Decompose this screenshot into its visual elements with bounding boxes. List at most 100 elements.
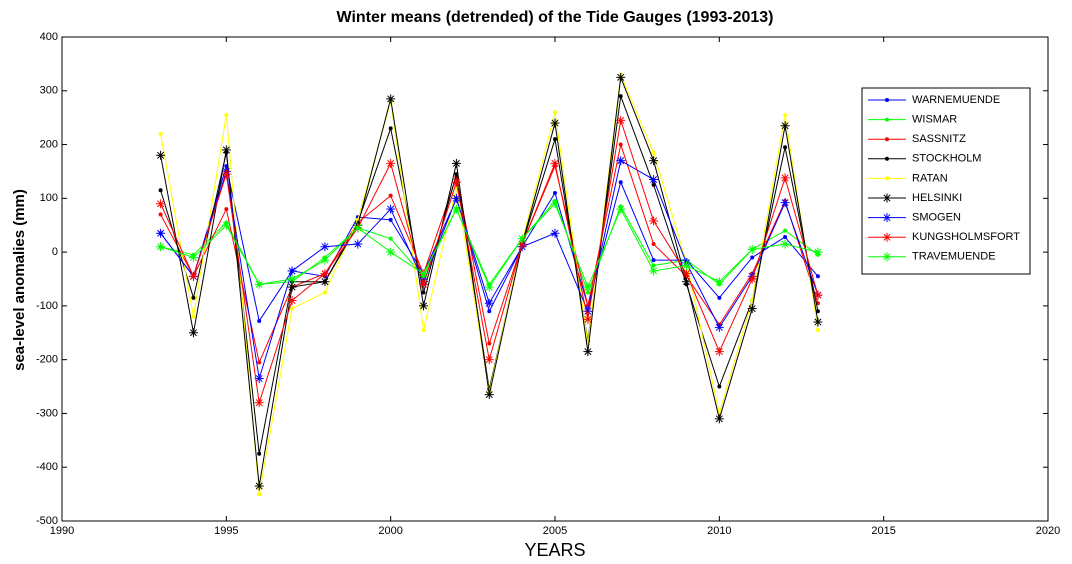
marker (257, 318, 262, 323)
marker (651, 182, 656, 187)
marker (386, 158, 396, 168)
marker (451, 204, 461, 214)
marker (649, 266, 659, 276)
marker (287, 296, 297, 306)
y-tick-label: 200 (40, 138, 58, 150)
marker (290, 306, 295, 311)
marker-stroke (814, 248, 822, 256)
marker (224, 207, 229, 212)
marker (747, 244, 757, 254)
marker (517, 234, 527, 244)
marker (287, 274, 297, 284)
legend-label: KUNGSHOLMSFORT (912, 231, 1020, 243)
marker (583, 314, 593, 324)
marker-stroke (551, 229, 559, 237)
marker-stroke (883, 214, 891, 222)
marker-stroke (420, 270, 428, 278)
marker-stroke (189, 329, 197, 337)
marker-stroke (321, 256, 329, 264)
y-tick-label: 300 (40, 85, 58, 97)
y-tick-label: -400 (36, 461, 58, 473)
marker-stroke (222, 146, 230, 154)
marker-stroke (387, 248, 395, 256)
marker-stroke (650, 217, 658, 225)
marker (386, 94, 396, 104)
marker-stroke (518, 235, 526, 243)
marker (882, 193, 892, 203)
marker-stroke (715, 348, 723, 356)
marker (681, 261, 691, 271)
marker-stroke (650, 176, 658, 184)
marker-stroke (387, 159, 395, 167)
marker (388, 193, 393, 198)
marker-stroke (485, 283, 493, 291)
y-tick-label: -100 (36, 300, 58, 312)
marker (747, 304, 757, 314)
marker-stroke (255, 482, 263, 490)
marker-stroke (617, 157, 625, 165)
marker-stroke (157, 243, 165, 251)
marker (714, 277, 724, 287)
marker (221, 220, 231, 230)
marker-stroke (883, 194, 891, 202)
marker (747, 274, 757, 284)
marker (287, 282, 297, 292)
marker (487, 341, 492, 346)
marker (158, 188, 163, 193)
marker (651, 150, 656, 155)
y-tick-label: -300 (36, 407, 58, 419)
legend-label: RATAN (912, 172, 948, 184)
marker (421, 328, 426, 333)
marker-stroke (485, 391, 493, 399)
marker (320, 255, 330, 265)
x-tick-label: 1995 (214, 525, 238, 537)
marker-stroke (387, 205, 395, 213)
marker-stroke (748, 305, 756, 313)
x-tick-label: 2005 (543, 525, 567, 537)
marker (388, 217, 393, 222)
marker-stroke (617, 73, 625, 81)
marker (815, 328, 820, 333)
marker-stroke (617, 205, 625, 213)
marker-stroke (551, 200, 559, 208)
marker (780, 198, 790, 208)
marker (221, 145, 231, 155)
marker (484, 298, 494, 308)
marker-stroke (157, 200, 165, 208)
marker-stroke (518, 240, 526, 248)
marker (813, 317, 823, 327)
marker (451, 177, 461, 187)
marker (649, 216, 659, 226)
marker (386, 247, 396, 257)
marker (156, 228, 166, 238)
marker-stroke (485, 299, 493, 307)
marker (618, 180, 623, 185)
marker (651, 258, 656, 263)
y-tick-label: 400 (40, 31, 58, 43)
marker (553, 137, 557, 142)
legend-label: HELSINKI (912, 192, 962, 204)
marker-stroke (584, 315, 592, 323)
marker-stroke (420, 280, 428, 288)
marker (257, 360, 262, 365)
marker (885, 156, 889, 161)
marker (484, 390, 494, 400)
marker (616, 156, 626, 166)
marker-stroke (452, 178, 460, 186)
y-tick-label: -200 (36, 354, 58, 366)
marker (320, 242, 330, 252)
marker (550, 158, 560, 168)
marker-stroke (157, 151, 165, 159)
marker (714, 347, 724, 357)
marker (882, 232, 892, 242)
legend-box (861, 87, 1031, 275)
chart-title: Winter means (detrended) of the Tide Gau… (336, 9, 773, 26)
series-line (160, 159, 819, 379)
marker (651, 242, 656, 247)
marker (616, 204, 626, 214)
marker-stroke (354, 240, 362, 248)
marker (484, 282, 494, 292)
marker-stroke (255, 374, 263, 382)
marker (714, 414, 724, 424)
legend-label: TRAVEMUENDE (912, 251, 996, 263)
